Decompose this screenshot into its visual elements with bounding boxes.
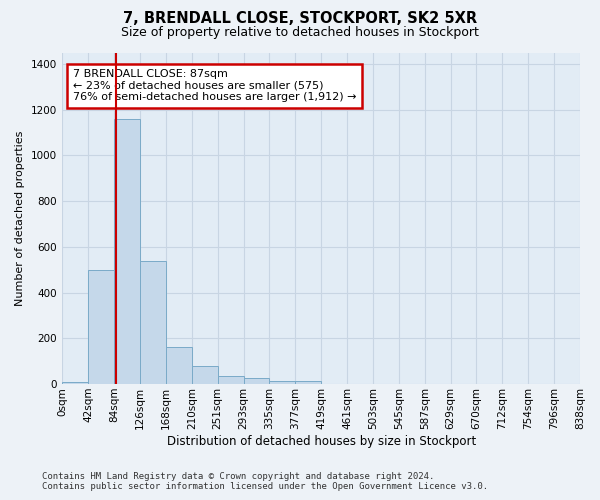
Bar <box>295 380 321 384</box>
Text: Size of property relative to detached houses in Stockport: Size of property relative to detached ho… <box>121 26 479 39</box>
Bar <box>140 260 166 384</box>
Bar <box>62 382 88 384</box>
Text: Contains HM Land Registry data © Crown copyright and database right 2024.
Contai: Contains HM Land Registry data © Crown c… <box>42 472 488 491</box>
Bar <box>114 119 140 384</box>
Bar <box>88 270 114 384</box>
Bar <box>244 378 269 384</box>
Bar <box>269 380 295 384</box>
Bar <box>166 348 192 384</box>
Text: 7, BRENDALL CLOSE, STOCKPORT, SK2 5XR: 7, BRENDALL CLOSE, STOCKPORT, SK2 5XR <box>123 11 477 26</box>
Bar <box>192 366 218 384</box>
Text: 7 BRENDALL CLOSE: 87sqm
← 23% of detached houses are smaller (575)
76% of semi-d: 7 BRENDALL CLOSE: 87sqm ← 23% of detache… <box>73 69 356 102</box>
Y-axis label: Number of detached properties: Number of detached properties <box>15 130 25 306</box>
X-axis label: Distribution of detached houses by size in Stockport: Distribution of detached houses by size … <box>167 434 476 448</box>
Bar <box>218 376 244 384</box>
